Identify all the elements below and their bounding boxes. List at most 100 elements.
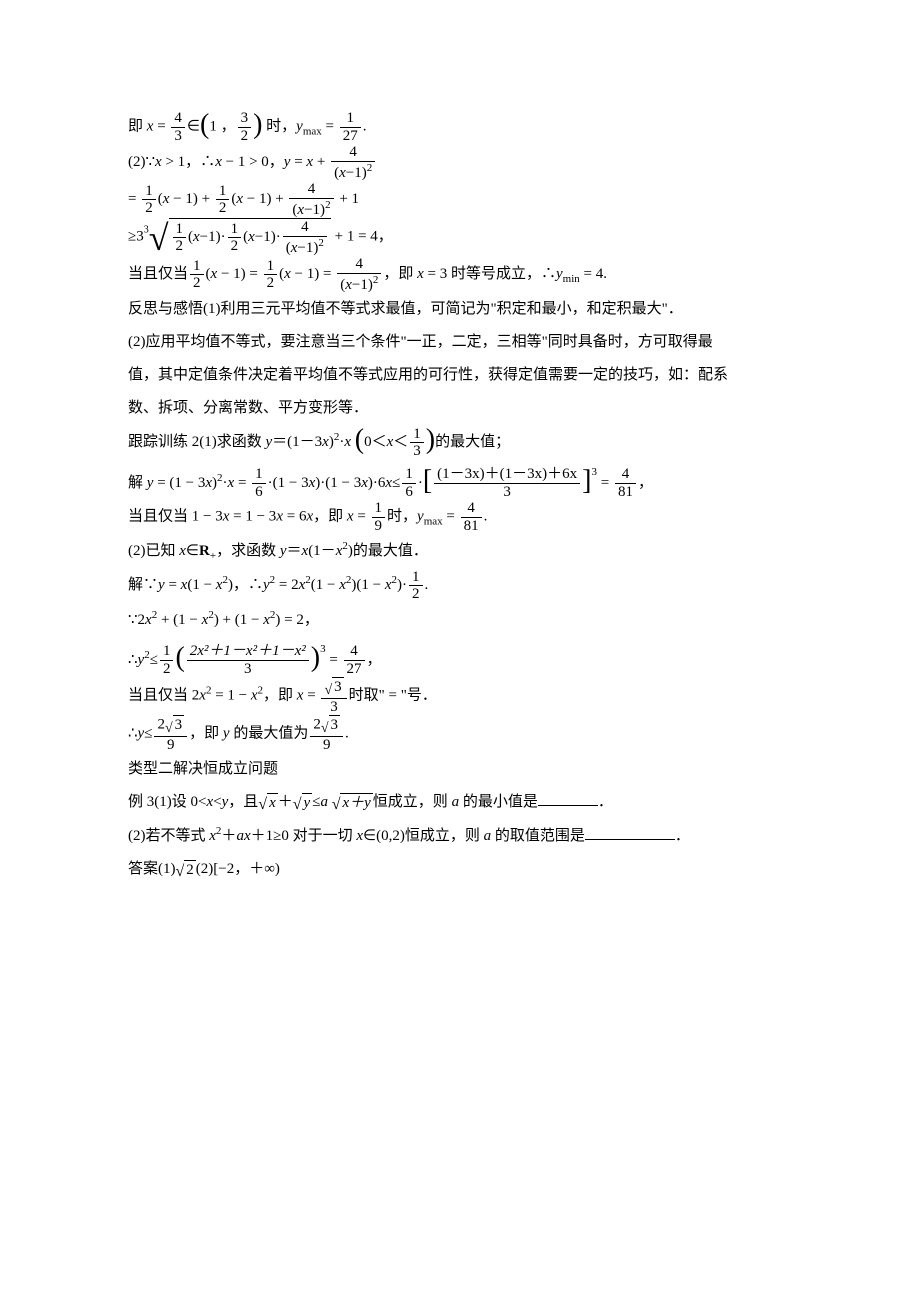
text: ) = 2，	[275, 612, 318, 628]
text: − 1) =	[217, 266, 261, 282]
text: ，且	[228, 794, 258, 810]
eq: =	[290, 154, 306, 170]
text: = 4.	[580, 266, 607, 282]
le: ≤	[392, 475, 400, 491]
frac: 43	[171, 110, 185, 144]
var-x: x	[145, 612, 152, 628]
therefore: ∴	[128, 652, 138, 668]
text: (1 −	[187, 577, 215, 593]
text: 当且仅当 2	[128, 688, 199, 704]
var-ax: ax	[236, 828, 250, 844]
text: )的最大值．	[348, 543, 428, 559]
text: 的最大值；	[435, 434, 510, 450]
math-line-3: = 12(x − 1) + 12(x − 1) + 4(x−1)2 + 1	[128, 181, 792, 218]
den: 2	[160, 660, 174, 678]
sub: max	[303, 125, 322, 137]
frac: 4(x−1)2	[331, 144, 375, 181]
text: = 3 时等号成立，∴	[424, 266, 556, 282]
frac: √33	[321, 677, 346, 715]
den: 3	[187, 660, 309, 678]
comma: ，	[367, 652, 382, 668]
radicand: x	[267, 793, 278, 814]
num: 1	[142, 183, 156, 200]
eq: =	[234, 475, 250, 491]
sqrt-icon: √y	[293, 793, 312, 814]
math-line-5: 当且仅当12(x − 1) = 12(x − 1) = 4(x−1)2，即 x …	[128, 256, 792, 293]
var-x: x	[344, 434, 351, 450]
den: 3	[321, 698, 346, 716]
text: 时，	[262, 118, 296, 134]
text: = 1 − 3	[229, 509, 276, 525]
blank-fill	[538, 790, 598, 806]
text: 的取值范围是	[491, 828, 585, 844]
frac: 2√39	[154, 715, 187, 753]
text: )·	[397, 577, 407, 593]
frac: 12	[264, 258, 278, 292]
rbracket-icon: ]	[582, 470, 591, 492]
eq: =	[165, 577, 181, 593]
text: ∵2	[128, 612, 145, 628]
text: ，即	[383, 266, 417, 282]
le: ≤	[150, 652, 158, 668]
num: 1	[372, 500, 386, 517]
den: 9	[154, 736, 187, 754]
var-x: x	[236, 191, 243, 207]
text: )·6	[368, 475, 386, 491]
text: (1－	[308, 543, 336, 559]
text: − 1)	[243, 191, 271, 207]
den: 27	[344, 660, 365, 678]
var-x: x	[361, 475, 368, 491]
set-R: R	[199, 543, 210, 559]
text: = 1 −	[211, 688, 250, 704]
text: 当且仅当	[128, 266, 188, 282]
math-line-13: (2)已知 x∈R+，求函数 y＝x(1－x2)的最大值．	[128, 534, 792, 568]
text: (2)若不等式	[128, 828, 209, 844]
var-y: y	[296, 118, 303, 134]
var-x: x	[417, 266, 424, 282]
text: (1 −	[311, 577, 339, 593]
sqrt-icon: √x	[258, 793, 277, 814]
text: 0＜	[364, 434, 387, 450]
frac: 32	[238, 110, 252, 144]
lbracket-icon: [	[423, 470, 432, 492]
num: 4	[289, 181, 333, 198]
text: (2)[−2，＋∞)	[196, 861, 280, 877]
math-line-20: 例 3(1)设 0<x<y，且√x＋√y≤a √x＋y恒成立，则 a 的最小值是…	[128, 786, 792, 819]
den: (x−1)2	[331, 161, 375, 182]
eq: =	[354, 509, 370, 525]
den: 2	[216, 199, 230, 217]
text: = (1 − 3	[153, 475, 205, 491]
text: )，∴	[228, 577, 263, 593]
math-line-16: ∴y2≤12(2x²＋1－x²＋1－x²3)3 = 427，	[128, 637, 792, 678]
dot: .	[363, 118, 367, 134]
num: 2√3	[310, 715, 343, 736]
sqrt-icon: √2	[176, 860, 196, 881]
dot: .	[425, 577, 429, 593]
text: > 1，∴	[162, 154, 215, 170]
math-line-22: 答案(1)√2(2)[−2，＋∞)	[128, 853, 792, 886]
para-reflect-3: 值，其中定值条件决定着平均值不等式应用的可行性，获得定值需要一定的技巧，如：配系	[128, 359, 792, 392]
ge: ≥3	[128, 228, 144, 244]
num: 1	[340, 110, 361, 127]
sup: 2	[367, 162, 373, 174]
math-line-12: 当且仅当 1 − 3x = 1 − 3x = 6x，即 x = 19时，ymax…	[128, 500, 792, 534]
dot: .	[345, 726, 349, 742]
frac: 19	[372, 500, 386, 534]
eq: = 2	[275, 577, 298, 593]
text: 即	[128, 118, 147, 134]
var-y: y	[223, 726, 230, 742]
blank-fill	[585, 824, 675, 840]
frac: 16	[252, 466, 266, 500]
den: 3	[434, 483, 580, 501]
text: 例 3(1)设 0<	[128, 794, 206, 810]
num: √3	[321, 677, 346, 698]
frac: 427	[344, 643, 365, 677]
heading-type2: 类型二解决恒成立问题	[128, 753, 792, 786]
num: 1	[252, 466, 266, 483]
var-x: x	[276, 509, 283, 525]
num: 4	[461, 500, 482, 517]
plus: +	[313, 154, 329, 170]
radical-icon: √	[149, 220, 169, 256]
math-line-17: 当且仅当 2x2 = 1 − x2，即 x = √33时取" = "号．	[128, 677, 792, 715]
den: 81	[461, 517, 482, 535]
